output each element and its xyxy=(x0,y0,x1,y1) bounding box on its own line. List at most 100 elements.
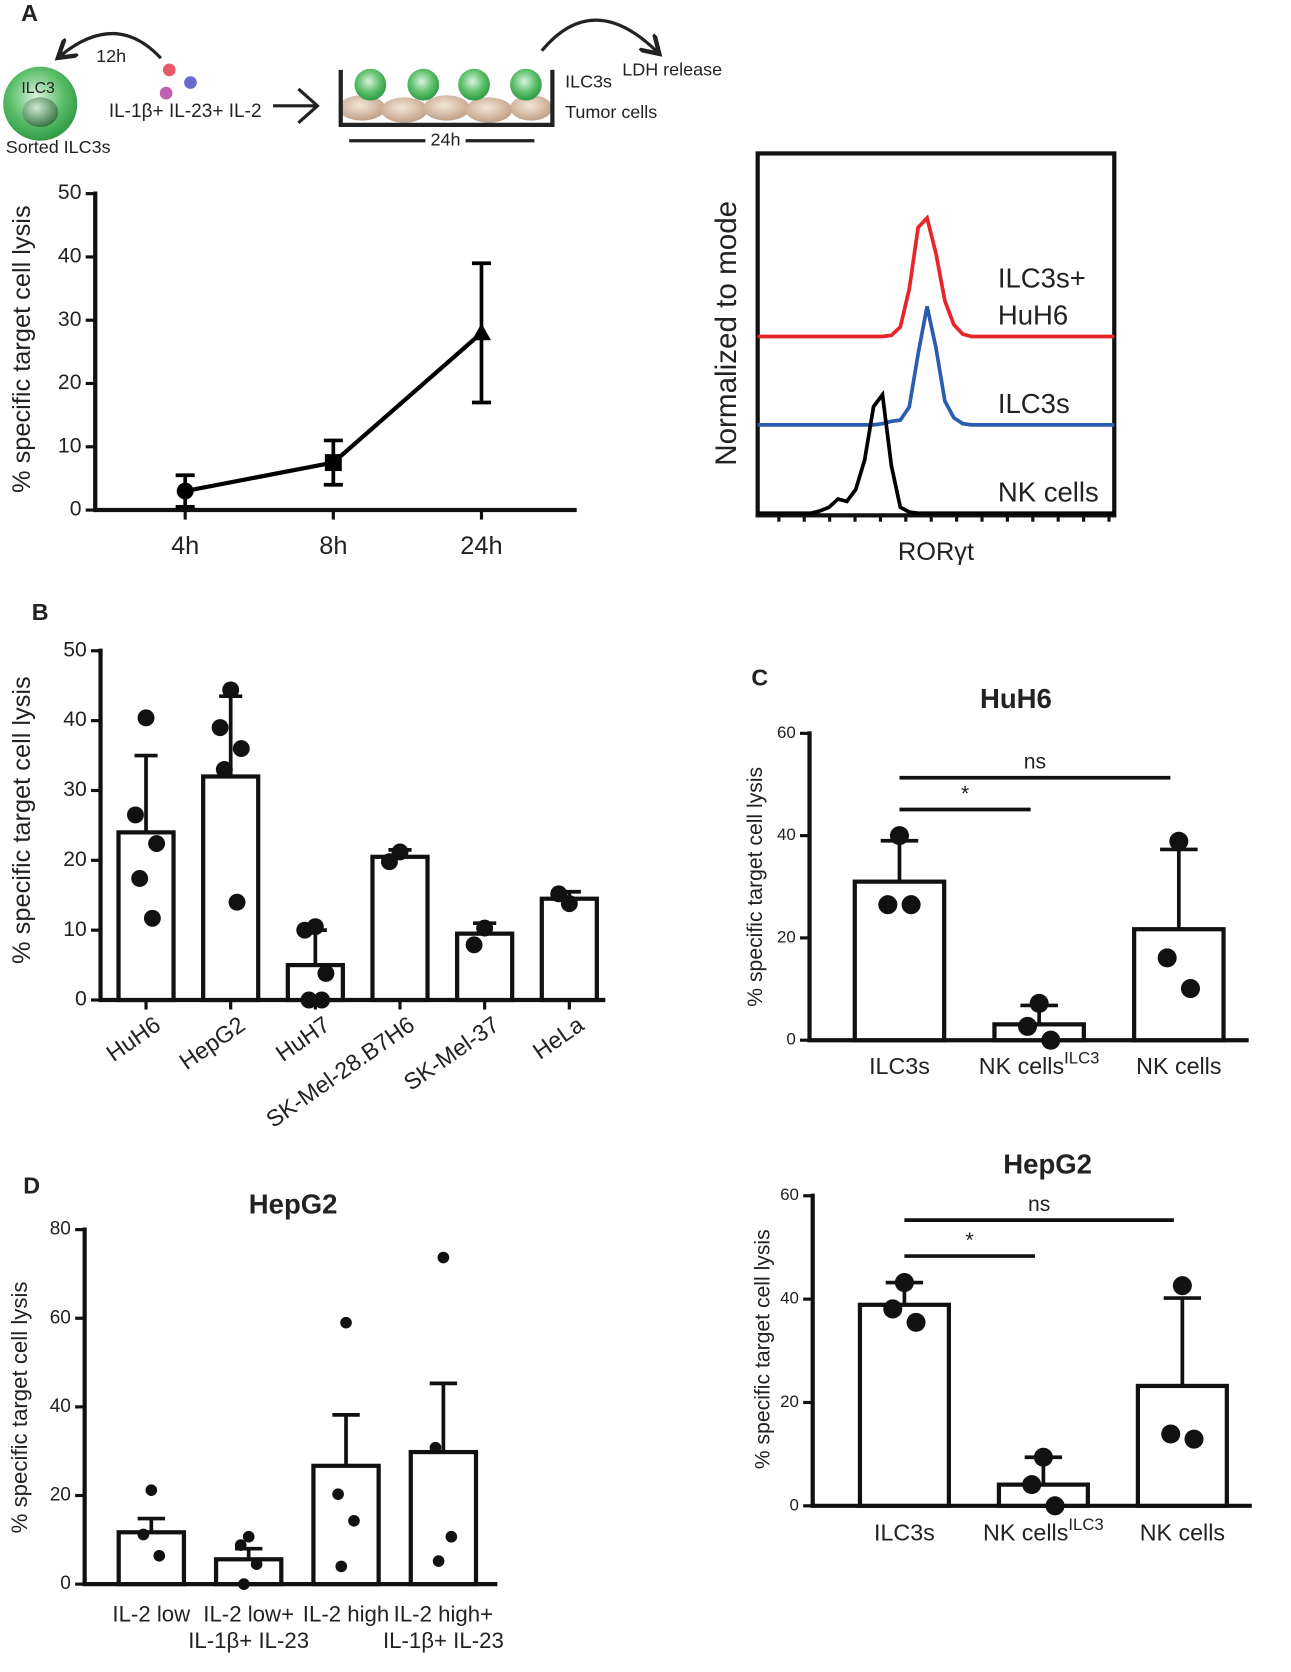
y-tick-label: 40 xyxy=(777,825,796,844)
data-point xyxy=(153,1549,166,1562)
cytokine xyxy=(184,76,197,89)
legend-label: ILC3s xyxy=(998,388,1070,419)
marker xyxy=(176,482,194,500)
cytokine xyxy=(159,86,173,100)
y-tick-label: 60 xyxy=(50,1307,71,1328)
x-tick-label: NK cells xyxy=(1136,1053,1221,1079)
x-tick-label: 8h xyxy=(319,532,347,560)
plot-frame xyxy=(755,151,1117,518)
data-point xyxy=(137,1528,150,1541)
panel-letter: B xyxy=(32,599,49,625)
legend-label: HuH6 xyxy=(998,300,1068,331)
chart-title: HepG2 xyxy=(249,1189,338,1220)
x-tick-label: SK-Mel-37 xyxy=(399,1011,504,1095)
y-tick-label: 20 xyxy=(780,1392,799,1411)
data-point xyxy=(445,1530,458,1543)
data-point xyxy=(1022,1475,1042,1495)
y-tick-label: 0 xyxy=(75,988,87,1011)
data-point xyxy=(901,895,921,915)
y-tick-label: 40 xyxy=(780,1289,799,1308)
y-tick-label: 0 xyxy=(70,498,82,521)
significance-label: ns xyxy=(1028,1193,1050,1216)
duration-label: 12h xyxy=(96,46,126,66)
marker xyxy=(324,454,342,472)
y-tick-label: 60 xyxy=(780,1185,799,1204)
bar xyxy=(852,879,947,1043)
data-point xyxy=(437,1251,450,1264)
data-point xyxy=(317,964,335,982)
x-tick-label: IL-2 low xyxy=(112,1602,191,1627)
y-axis-label: Normalized to mode xyxy=(710,201,743,466)
significance-label: ns xyxy=(1024,751,1046,774)
data-point xyxy=(1157,948,1177,968)
data-point xyxy=(228,893,246,911)
data-point xyxy=(380,853,398,871)
data-point xyxy=(1180,979,1200,999)
cell-label: ILC3 xyxy=(21,80,55,97)
data-point xyxy=(126,806,144,824)
error-bar xyxy=(1160,847,1198,930)
y-tick-label: 40 xyxy=(58,245,82,268)
arrow xyxy=(61,32,163,59)
data-point xyxy=(550,885,568,903)
chart-title: HuH6 xyxy=(980,683,1052,714)
x-tick-label: IL-2 high xyxy=(303,1602,389,1627)
data-point xyxy=(1184,1429,1204,1449)
bar xyxy=(996,1482,1090,1508)
data-point xyxy=(348,1514,360,1527)
data-point xyxy=(432,1555,445,1567)
data-point xyxy=(465,936,483,954)
error-bar xyxy=(1163,1296,1202,1386)
y-axis-label: % specific target cell lysis xyxy=(8,205,36,493)
bar xyxy=(539,896,599,1003)
y-tick-label: 0 xyxy=(786,1030,795,1049)
data-point xyxy=(1041,1030,1061,1050)
data-point xyxy=(1172,1276,1192,1296)
data-point xyxy=(234,1539,247,1551)
x-tick-superscript: ILC3 xyxy=(1068,1515,1103,1534)
data-point xyxy=(215,761,233,778)
well-label: Tumor cells xyxy=(565,102,657,122)
arrow xyxy=(540,18,656,51)
schematic: ILC3 Sorted ILC3s 12h IL-1β+ IL-23+ IL-2… xyxy=(3,18,722,157)
bar xyxy=(285,962,345,1003)
y-tick-label: 10 xyxy=(63,918,87,941)
data-point xyxy=(137,709,155,727)
bar xyxy=(455,931,515,1003)
sorted-label: Sorted ILC3s xyxy=(6,137,111,157)
data-point xyxy=(313,991,331,1009)
readout-label: LDH release xyxy=(622,60,722,80)
bar xyxy=(116,1530,187,1587)
data-point xyxy=(148,835,166,853)
data-point xyxy=(883,1299,903,1319)
x-tick-label: NK cellsILC3 xyxy=(983,1515,1104,1545)
x-tick-label: NK cellsILC3 xyxy=(979,1049,1100,1079)
x-tick-label: IL-1β+ IL-23 xyxy=(188,1628,309,1653)
y-tick-label: 0 xyxy=(790,1495,799,1514)
x-axis-label: RORγt xyxy=(898,538,974,566)
data-point xyxy=(889,826,909,846)
y-tick-label: 50 xyxy=(58,181,82,204)
cytokine-label: IL-1β+ IL-23+ IL-2 xyxy=(109,101,262,122)
well-label: ILC3s xyxy=(565,71,612,91)
significance-label: * xyxy=(966,1229,974,1252)
error-bar xyxy=(332,1413,360,1466)
y-axis-label: % specific target cell lysis xyxy=(752,1229,775,1469)
x-tick-label: HuH7 xyxy=(271,1011,335,1066)
y-tick-label: 20 xyxy=(63,848,87,871)
nucleus xyxy=(22,97,59,127)
y-tick-label: 40 xyxy=(50,1396,71,1417)
significance-label: * xyxy=(961,782,969,805)
data-point xyxy=(296,921,314,939)
density-curve xyxy=(757,305,1115,427)
data-point xyxy=(1029,993,1049,1013)
legend-label: NK cells xyxy=(998,476,1099,507)
legend-label: ILC3s+ xyxy=(998,263,1086,294)
data-point xyxy=(340,1316,352,1329)
y-tick-label: 60 xyxy=(777,723,796,742)
x-tick-superscript: ILC3 xyxy=(1064,1049,1099,1068)
y-tick-label: 30 xyxy=(63,778,87,801)
well xyxy=(338,68,555,127)
x-tick-label: HeLa xyxy=(528,1011,589,1064)
x-tick-label: ILC3s xyxy=(874,1520,935,1546)
